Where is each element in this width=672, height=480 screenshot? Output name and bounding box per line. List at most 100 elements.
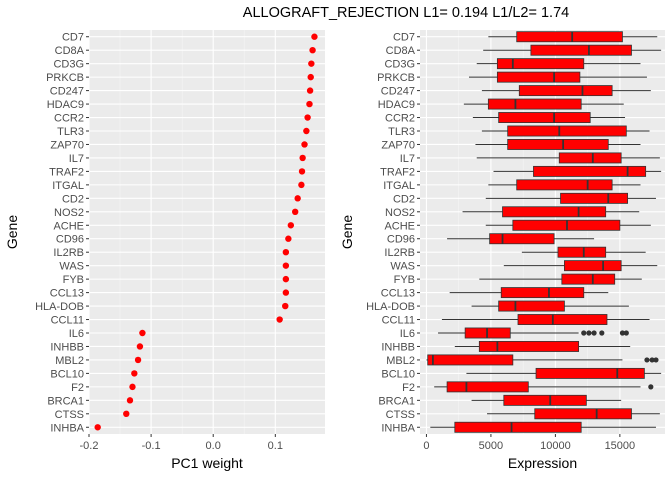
y-tick-label: CD96 bbox=[387, 234, 415, 246]
y-tick-label: NOS2 bbox=[385, 207, 415, 219]
box bbox=[507, 125, 627, 137]
data-point-traf2 bbox=[298, 168, 306, 175]
chart-title: ALLOGRAFT_REJECTION L1= 0.194 L1/L2= 1.7… bbox=[243, 5, 569, 21]
boxplot-ctss bbox=[487, 408, 660, 420]
boxplot-brca1 bbox=[471, 394, 622, 406]
data-point-was bbox=[282, 262, 290, 269]
y-tick-label: TRAF2 bbox=[380, 166, 415, 178]
y-tick-label: INHBB bbox=[50, 341, 84, 353]
box bbox=[534, 408, 632, 420]
data-point-ctss bbox=[123, 410, 130, 417]
boxplot-cd2 bbox=[485, 192, 656, 204]
y-tick-label: BCL10 bbox=[50, 368, 84, 380]
data-point-ache bbox=[287, 222, 295, 229]
y-tick-label: ACHE bbox=[384, 220, 415, 232]
data-point-cd8a bbox=[309, 47, 316, 54]
y-tick-label: IL6 bbox=[69, 328, 84, 340]
y-tick-label: CCL11 bbox=[51, 315, 84, 327]
y-tick-label: FYB bbox=[394, 274, 415, 286]
boxplot-inhbb bbox=[454, 341, 631, 352]
box bbox=[564, 260, 622, 272]
boxplot-zap70 bbox=[475, 139, 641, 150]
box bbox=[557, 246, 607, 258]
boxplot-itgal bbox=[488, 179, 641, 191]
data-point-itgal bbox=[298, 181, 305, 189]
box bbox=[489, 233, 555, 245]
y-tick-label: CCL13 bbox=[50, 288, 84, 300]
y-tick-label: ACHE bbox=[53, 220, 84, 232]
data-point-brca1 bbox=[126, 397, 134, 404]
box bbox=[516, 31, 623, 43]
y-tick-label: HLA-DOB bbox=[35, 301, 84, 313]
x-tick-label: 0 bbox=[423, 440, 429, 452]
y-axis-title: Gene bbox=[339, 215, 355, 249]
x-tick-label: 15000 bbox=[605, 440, 636, 452]
boxplot-bcl10 bbox=[466, 367, 662, 379]
boxplot-hla-dob bbox=[471, 300, 629, 312]
y-axis-title: Gene bbox=[4, 215, 20, 249]
y-tick-label: HDAC9 bbox=[378, 99, 415, 111]
boxplot-cd7 bbox=[488, 31, 658, 43]
boxplot-il7 bbox=[476, 152, 660, 164]
y-tick-label: ZAP70 bbox=[50, 139, 84, 151]
boxplot-cd3g bbox=[476, 58, 641, 70]
y-tick-label: WAS bbox=[390, 261, 415, 273]
y-tick-label: CD2 bbox=[62, 193, 84, 205]
y-tick-label: MBL2 bbox=[55, 355, 84, 367]
y-tick-label: CCL11 bbox=[382, 315, 415, 327]
y-tick-label: CTSS bbox=[55, 409, 84, 421]
boxplot-f2 bbox=[434, 381, 654, 393]
y-tick-label: INHBB bbox=[381, 341, 415, 353]
y-tick-label: INHBA bbox=[50, 422, 84, 434]
outlier-point bbox=[586, 330, 592, 336]
x-tick-label: -0.1 bbox=[142, 440, 161, 452]
data-point-ccl13 bbox=[282, 289, 290, 296]
y-tick-label: HDAC9 bbox=[47, 99, 84, 111]
data-point-cd7 bbox=[311, 33, 318, 40]
data-point-bcl10 bbox=[131, 370, 138, 377]
boxplot-traf2 bbox=[493, 165, 662, 177]
boxplot-mbl2 bbox=[426, 354, 659, 366]
box bbox=[517, 314, 608, 325]
y-tick-label: CD3G bbox=[384, 59, 415, 71]
data-point-ccr2 bbox=[304, 114, 311, 121]
y-tick-label: PRKCB bbox=[46, 72, 84, 84]
y-tick-label: IL7 bbox=[400, 153, 415, 165]
box bbox=[427, 354, 514, 366]
y-tick-label: CCR2 bbox=[385, 113, 415, 125]
data-point-il2rb bbox=[282, 249, 290, 256]
outlier-point bbox=[599, 330, 605, 336]
y-tick-label: FYB bbox=[63, 274, 84, 286]
data-point-cd2 bbox=[294, 195, 301, 202]
outlier-point bbox=[581, 330, 587, 336]
box bbox=[507, 139, 609, 150]
y-tick-label: CD247 bbox=[50, 86, 84, 98]
outlier-point bbox=[644, 357, 650, 363]
y-tick-label: CD96 bbox=[56, 234, 84, 246]
y-tick-label: IL2RB bbox=[53, 247, 84, 259]
x-tick-label: 0.1 bbox=[268, 440, 283, 452]
data-point-nos2 bbox=[291, 208, 299, 215]
boxplot-prkcb bbox=[469, 71, 647, 83]
data-point-mbl2 bbox=[134, 356, 142, 364]
data-point-inhba bbox=[94, 424, 101, 431]
y-tick-label: CD3G bbox=[53, 59, 84, 71]
boxplot-nos2 bbox=[462, 206, 640, 218]
y-tick-label: BRCA1 bbox=[47, 395, 84, 407]
x-tick-label: -0.2 bbox=[80, 440, 99, 452]
x-tick-label: 0.0 bbox=[206, 440, 221, 452]
boxplot-tlr3 bbox=[481, 125, 650, 137]
boxplot-il6 bbox=[438, 327, 629, 339]
y-tick-label: PRKCB bbox=[377, 72, 415, 84]
y-tick-label: TLR3 bbox=[57, 126, 84, 138]
boxplot-hdac9 bbox=[463, 98, 624, 110]
y-tick-label: CD8A bbox=[386, 45, 416, 57]
box bbox=[500, 287, 585, 299]
boxplot-ccr2 bbox=[472, 112, 626, 123]
y-tick-label: HLA-DOB bbox=[366, 301, 415, 313]
y-tick-label: CD2 bbox=[393, 193, 415, 205]
y-tick-label: BRCA1 bbox=[378, 395, 415, 407]
box bbox=[516, 179, 613, 191]
data-point-cd3g bbox=[308, 60, 315, 67]
